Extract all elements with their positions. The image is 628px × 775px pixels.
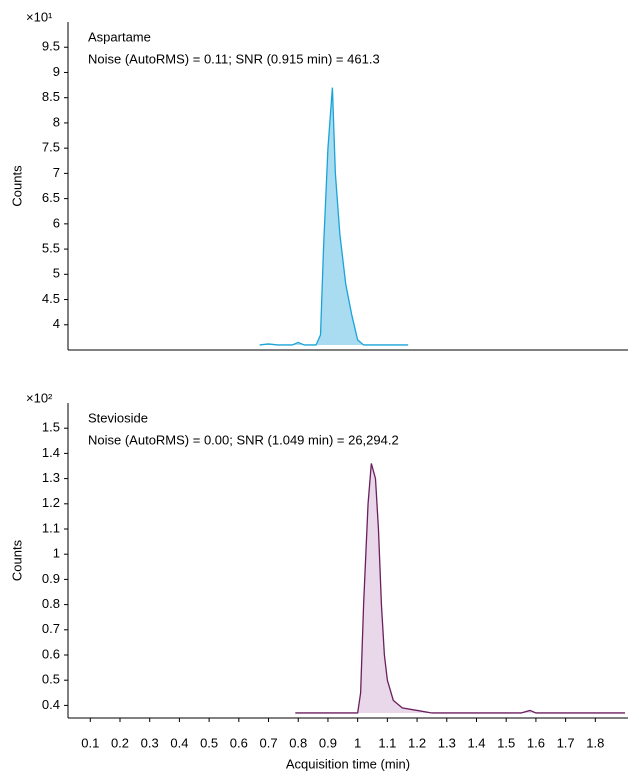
peak-area xyxy=(295,463,626,713)
x-tick-label: 0.1 xyxy=(81,735,99,750)
y-tick-label: 8.5 xyxy=(42,89,60,104)
trace-line xyxy=(295,463,626,714)
x-tick-label: 0.3 xyxy=(141,735,159,750)
y-tick-label: 0.6 xyxy=(42,646,60,661)
x-tick-label: 0.4 xyxy=(170,735,188,750)
x-tick-label: 1.8 xyxy=(586,735,604,750)
x-tick-label: 0.6 xyxy=(230,735,248,750)
trace-line xyxy=(259,87,409,346)
x-tick-label: 1 xyxy=(354,735,361,750)
y-tick-label: 1.3 xyxy=(42,470,60,485)
x-tick-label: 1.2 xyxy=(408,735,426,750)
y-tick-label: 5 xyxy=(53,266,60,281)
y-tick-label: 0.9 xyxy=(42,571,60,586)
y-tick-label: 1.2 xyxy=(42,495,60,510)
x-tick-label: 1.7 xyxy=(557,735,575,750)
peak-area xyxy=(259,87,409,345)
y-tick-label: 1.1 xyxy=(42,520,60,535)
x-tick-label: 1.6 xyxy=(527,735,545,750)
y-tick-label: 4 xyxy=(53,316,60,331)
y-multiplier: ×10² xyxy=(26,390,53,405)
chart-title: Stevioside xyxy=(88,410,148,425)
x-tick-label: 0.5 xyxy=(200,735,218,750)
y-tick-label: 0.8 xyxy=(42,596,60,611)
y-tick-label: 4.5 xyxy=(42,291,60,306)
y-tick-label: 6.5 xyxy=(42,190,60,205)
x-tick-label: 1.1 xyxy=(378,735,396,750)
chart-subtitle: Noise (AutoRMS) = 0.11; SNR (0.915 min) … xyxy=(88,51,380,66)
x-tick-label: 0.9 xyxy=(319,735,337,750)
y-axis-label: Counts xyxy=(9,165,24,207)
y-tick-label: 0.7 xyxy=(42,621,60,636)
x-tick-label: 1.5 xyxy=(497,735,515,750)
y-axis-label: Counts xyxy=(9,539,24,581)
x-tick-label: 0.7 xyxy=(259,735,277,750)
y-tick-label: 0.4 xyxy=(42,697,60,712)
chart-subtitle: Noise (AutoRMS) = 0.00; SNR (1.049 min) … xyxy=(88,432,399,447)
chart-title: Aspartame xyxy=(88,29,151,44)
x-tick-label: 1.4 xyxy=(467,735,485,750)
x-tick-label: 0.8 xyxy=(289,735,307,750)
y-tick-label: 5.5 xyxy=(42,241,60,256)
y-tick-label: 6 xyxy=(53,215,60,230)
y-tick-label: 0.5 xyxy=(42,672,60,687)
x-tick-label: 1.3 xyxy=(438,735,456,750)
y-tick-label: 7.5 xyxy=(42,140,60,155)
y-tick-label: 8 xyxy=(53,114,60,129)
y-multiplier: ×10¹ xyxy=(26,9,53,24)
y-tick-label: 1.5 xyxy=(42,420,60,435)
x-axis-label: Acquisition time (min) xyxy=(286,756,410,771)
y-tick-label: 1 xyxy=(53,546,60,561)
y-tick-label: 7 xyxy=(53,165,60,180)
x-tick-label: 0.2 xyxy=(111,735,129,750)
y-tick-label: 9 xyxy=(53,64,60,79)
y-tick-label: 1.4 xyxy=(42,445,60,460)
y-tick-label: 9.5 xyxy=(42,39,60,54)
